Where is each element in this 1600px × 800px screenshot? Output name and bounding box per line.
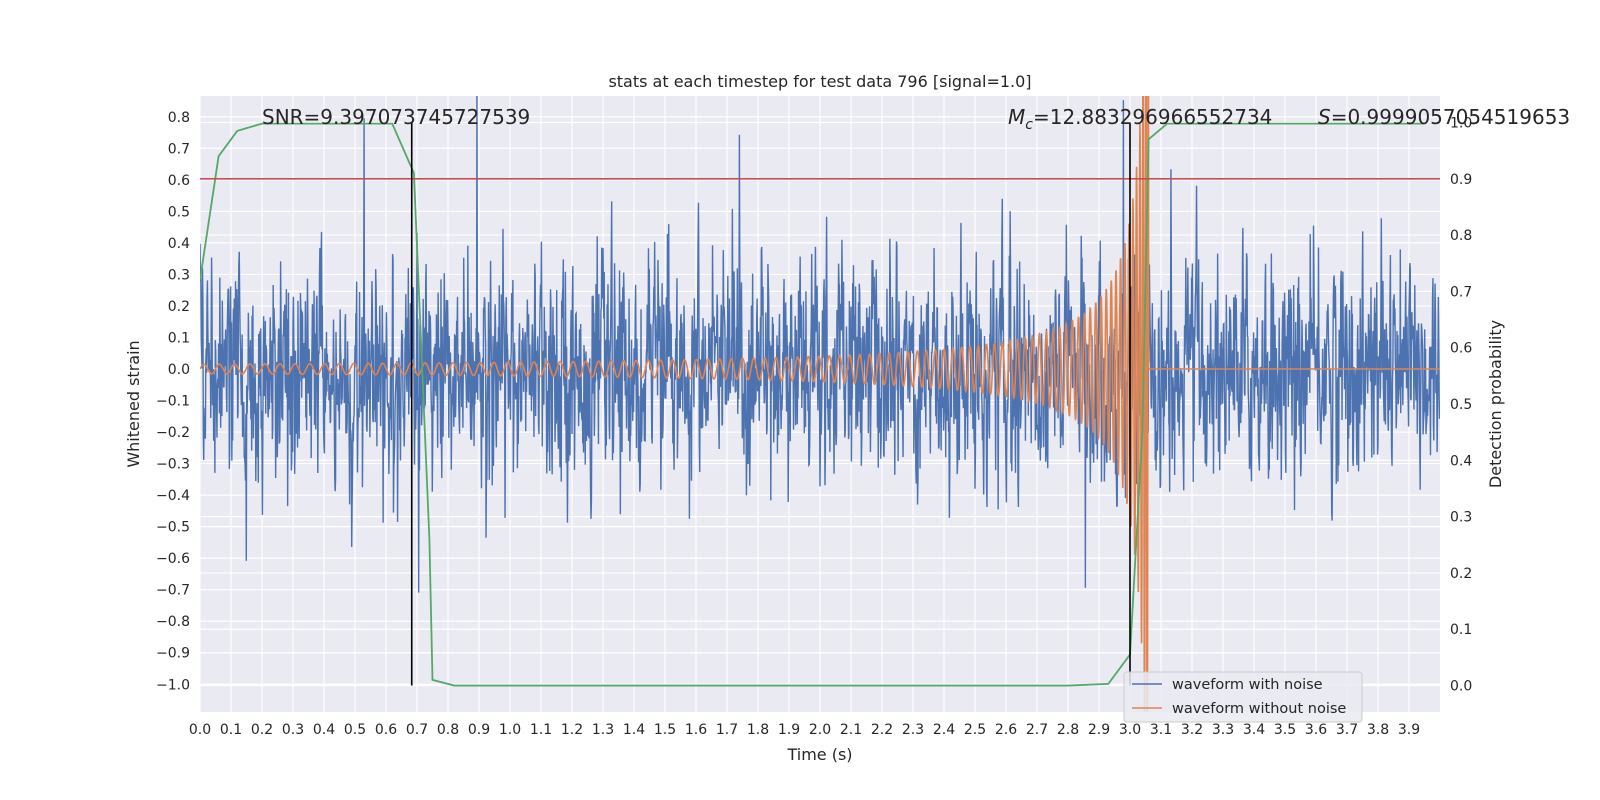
y-tick-label: −0.1 (156, 394, 190, 410)
y2-tick-label: 1.0 (1450, 115, 1472, 131)
x-tick-label: 0.1 (220, 722, 242, 738)
mc-symbol: M (1008, 105, 1025, 129)
y-tick-label: −0.6 (156, 551, 190, 567)
y-tick-label: −1.0 (156, 677, 190, 693)
x-tick-label: 1.4 (623, 722, 645, 738)
y2-tick-label: 0.8 (1450, 228, 1472, 244)
y2-tick-label: 0.1 (1450, 622, 1472, 638)
x-tick-label: 0.7 (406, 722, 428, 738)
y-tick-label: −0.8 (156, 614, 190, 630)
x-tick-label: 2.9 (1088, 722, 1110, 738)
y-tick-label: 0.3 (168, 267, 190, 283)
legend-box (1123, 671, 1363, 723)
legend: waveform with noise waveform without noi… (1123, 671, 1363, 723)
x-tick-label: 1.2 (561, 722, 583, 738)
x-tick-label: 2.0 (809, 722, 831, 738)
x-tick-label: 1.1 (530, 722, 552, 738)
y2-tick-label: 0.0 (1450, 679, 1472, 695)
y-tick-label: 0.5 (168, 204, 190, 220)
x-tick-label: 2.5 (964, 722, 986, 738)
x-tick-label: 3.4 (1243, 722, 1265, 738)
vline-group (410, 122, 1131, 686)
y2-axis-label: Detection probability (1486, 320, 1505, 488)
x-tick-label: 2.8 (1057, 722, 1079, 738)
y2-tick-label: 0.4 (1450, 453, 1472, 469)
x-tick-label: 1.0 (499, 722, 521, 738)
x-tick-label: 2.1 (840, 722, 862, 738)
x-tick-label: 0.9 (468, 722, 490, 738)
x-tick-label: 3.1 (1150, 722, 1172, 738)
x-tick-label: 3.2 (1181, 722, 1203, 738)
mc-annotation: Mc=12.883296966552734 (1008, 105, 1272, 133)
x-tick-label: 1.7 (716, 722, 738, 738)
x-tick-label: 0.0 (189, 722, 211, 738)
y2-tick-labels: 1.0 0.9 0.8 0.7 0.6 0.5 0.4 0.3 0.2 0.1 0.0 (1450, 115, 1472, 694)
chart-title: stats at each timestep for test data 796… (608, 72, 1031, 91)
series-waveform-without-noise (200, 96, 1440, 712)
x-tick-label: 0.4 (313, 722, 335, 738)
y2-tick-label: 0.6 (1450, 341, 1472, 357)
y-tick-label: 0.4 (168, 236, 190, 252)
x-tick-label: 1.5 (654, 722, 676, 738)
y2-tick-label: 0.9 (1450, 172, 1472, 188)
x-tick-label: 0.6 (375, 722, 397, 738)
snr-annotation: SNR=9.397073745727539 (262, 105, 530, 129)
s-annotation: S=0.9999057054519653 (1318, 105, 1570, 129)
legend-label-noise: waveform with noise (1172, 677, 1323, 693)
x-tick-label: 3.8 (1367, 722, 1389, 738)
y-axis-label: Whitened strain (124, 340, 143, 467)
x-tick-label: 0.2 (251, 722, 273, 738)
x-tick-label: 0.3 (282, 722, 304, 738)
x-tick-label: 3.3 (1212, 722, 1234, 738)
x-axis-label: Time (s) (786, 745, 852, 764)
y2-tick-label: 0.2 (1450, 566, 1472, 582)
x-tick-label: 3.5 (1274, 722, 1296, 738)
mc-subscript: c (1025, 117, 1033, 133)
x-tick-label: 0.5 (344, 722, 366, 738)
y-tick-label: 0.6 (168, 173, 190, 189)
y2-tick-label: 0.7 (1450, 284, 1472, 300)
y-tick-label: −0.3 (156, 457, 190, 473)
x-tick-label: 1.6 (685, 722, 707, 738)
y-tick-label: 0.1 (168, 330, 190, 346)
y2-tick-label: 0.5 (1450, 397, 1472, 413)
s-symbol: S (1318, 105, 1331, 129)
mc-value: =12.883296966552734 (1033, 105, 1272, 129)
x-tick-label: 2.7 (1026, 722, 1048, 738)
y-tick-label: 0.0 (168, 362, 190, 378)
grid (199, 96, 1440, 712)
y-tick-label: −0.7 (156, 583, 190, 599)
x-tick-label: 3.7 (1336, 722, 1358, 738)
y-tick-label: −0.5 (156, 520, 190, 536)
y-tick-label: 0.8 (168, 110, 190, 126)
x-tick-label: 2.6 (995, 722, 1017, 738)
series-waveform-with-noise (200, 96, 1440, 593)
x-tick-label: 1.9 (778, 722, 800, 738)
plot-content (200, 96, 1440, 712)
y2-tick-label: 0.3 (1450, 510, 1472, 526)
y-tick-label: −0.4 (156, 488, 190, 504)
legend-label-clean: waveform without noise (1172, 701, 1346, 717)
x-tick-label: 1.8 (747, 722, 769, 738)
s-value: =0.9999057054519653 (1331, 105, 1570, 129)
y-tick-label: 0.2 (168, 299, 190, 315)
x-tick-labels: 0.0 0.1 0.2 0.3 0.4 0.5 0.6 0.7 0.8 0.9 1.0 1.1 1.2 1… (189, 722, 1420, 738)
x-tick-label: 0.8 (437, 722, 459, 738)
x-tick-label: 3.0 (1119, 722, 1141, 738)
x-tick-label: 3.6 (1305, 722, 1327, 738)
y-tick-labels: 0.8 0.7 0.6 0.5 0.4 0.3 0.2 0.1 0.0 −0.1 −0.2 −0.3 −… (156, 110, 190, 693)
x-tick-label: 2.2 (871, 722, 893, 738)
x-tick-label: 2.3 (902, 722, 924, 738)
y-tick-label: 0.7 (168, 141, 190, 157)
y-tick-label: −0.2 (156, 425, 190, 441)
x-tick-label: 2.4 (933, 722, 955, 738)
series-detection-probability (200, 122, 1425, 687)
y-tick-label: −0.9 (156, 646, 190, 662)
x-tick-label: 3.9 (1398, 722, 1420, 738)
x-tick-label: 1.3 (592, 722, 614, 738)
